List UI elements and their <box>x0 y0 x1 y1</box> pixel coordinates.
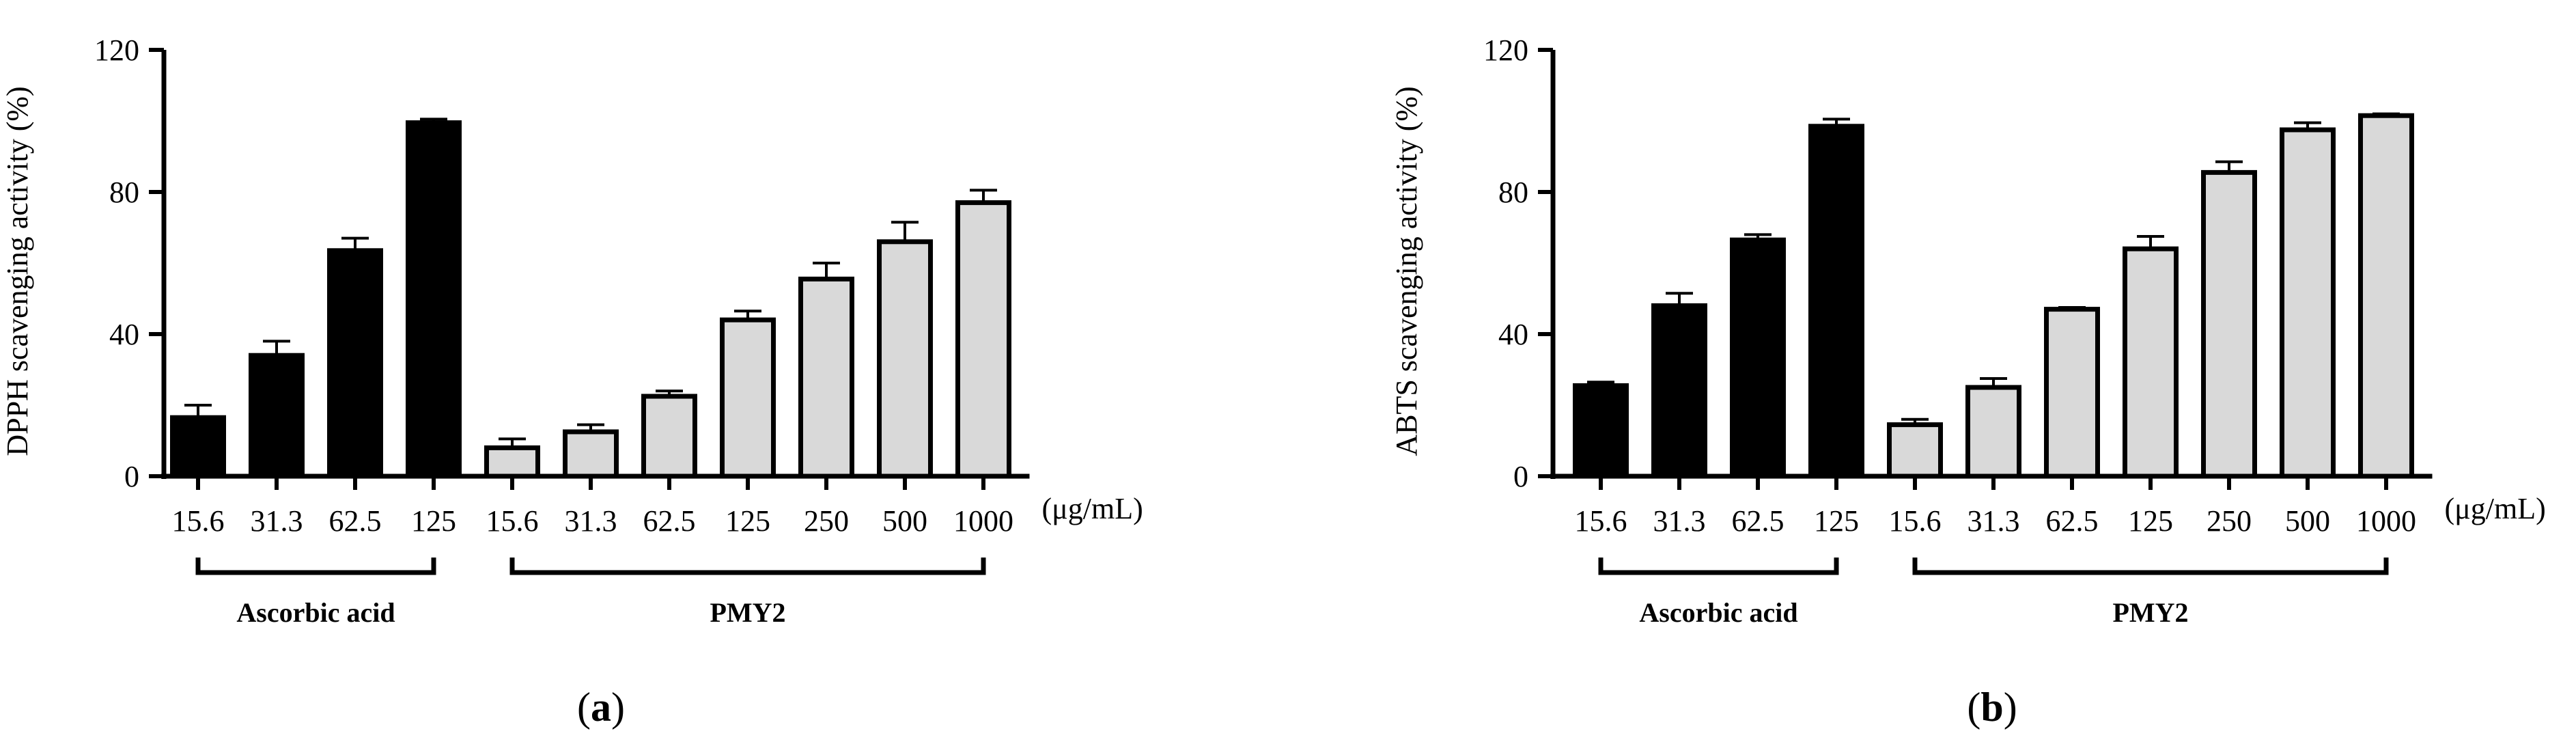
bar <box>2201 169 2257 479</box>
bar <box>170 415 226 479</box>
y-tick-label: 0 <box>1513 460 1528 493</box>
group-bracket <box>509 558 986 575</box>
x-tick-label: 62.5 <box>329 504 382 538</box>
y-tick-label: 120 <box>94 33 139 67</box>
x-tick-label: 15.6 <box>1575 504 1627 538</box>
x-tick-label: 31.3 <box>1653 504 1706 538</box>
group-bracket <box>195 558 436 575</box>
x-tick-label: 15.6 <box>172 504 225 538</box>
bar <box>327 248 383 479</box>
bar <box>1730 237 1786 479</box>
y-tick-label: 40 <box>109 318 139 351</box>
bar <box>1808 124 1864 479</box>
y-tick-label: 40 <box>1498 318 1528 351</box>
x-tick-label: 62.5 <box>643 504 696 538</box>
panel-letter-b: b <box>1980 685 2003 730</box>
panel-label-a: (a) <box>577 685 625 730</box>
y-axis-title: DPPH scavenging activity (%) <box>1 86 34 456</box>
y-tick-label: 120 <box>1483 33 1528 67</box>
x-unit-label: (μg/mL) <box>2445 492 2546 525</box>
x-tick-label: 31.3 <box>251 504 303 538</box>
x-tick-label: 250 <box>804 504 849 538</box>
x-unit-label: (μg/mL) <box>1042 492 1143 525</box>
bar <box>406 120 462 479</box>
group-label: PMY2 <box>2112 597 2188 628</box>
y-axis-title: ABTS scavenging activity (%) <box>1390 86 1423 456</box>
x-tick-label: 500 <box>2285 504 2330 538</box>
bar <box>1965 385 2021 479</box>
bar <box>563 429 619 479</box>
panel-label-b: (b) <box>1967 685 2017 730</box>
bar <box>720 317 776 479</box>
y-tick-label: 80 <box>109 176 139 209</box>
x-tick-label: 62.5 <box>1732 504 1784 538</box>
x-tick-label: 1000 <box>953 504 1013 538</box>
panel-letter-a: a <box>591 685 611 730</box>
bar <box>798 276 854 479</box>
x-tick-label: 125 <box>2128 504 2173 538</box>
x-tick-label: 125 <box>725 504 770 538</box>
bar <box>484 445 540 479</box>
x-tick-label: 15.6 <box>1889 504 1942 538</box>
x-tick-label: 31.3 <box>1968 504 2020 538</box>
chart-dpph: 0 40 80 120 DPPH scavenging activity (%) 15.6… <box>1 33 1143 628</box>
x-tick-label: 500 <box>882 504 927 538</box>
bar <box>249 353 305 479</box>
group-bracket <box>1598 558 1839 575</box>
bar <box>1887 422 1943 479</box>
chart-abts: 0 40 80 120 ABTS scavenging activity (%) 15.6… <box>1390 33 2546 628</box>
bar <box>1573 383 1629 479</box>
bar <box>1651 303 1707 479</box>
x-tick-label: 62.5 <box>2046 504 2099 538</box>
y-tick-label: 0 <box>124 460 139 493</box>
bar <box>2123 246 2179 479</box>
x-tick-label: 1000 <box>2356 504 2416 538</box>
bar <box>641 394 697 479</box>
group-bracket <box>1912 558 2389 575</box>
bar <box>2044 307 2100 479</box>
bar <box>2358 113 2414 479</box>
group-label: Ascorbic acid <box>236 597 395 628</box>
x-tick-label: 250 <box>2207 504 2252 538</box>
x-tick-label: 31.3 <box>565 504 617 538</box>
group-label: Ascorbic acid <box>1639 597 1797 628</box>
y-tick-label: 80 <box>1498 176 1528 209</box>
bar <box>2280 127 2336 479</box>
bar <box>877 239 933 479</box>
group-label: PMY2 <box>710 597 785 628</box>
x-tick-label: 15.6 <box>486 504 539 538</box>
bar <box>955 200 1011 479</box>
x-tick-label: 125 <box>1814 504 1859 538</box>
x-tick-label: 125 <box>411 504 456 538</box>
